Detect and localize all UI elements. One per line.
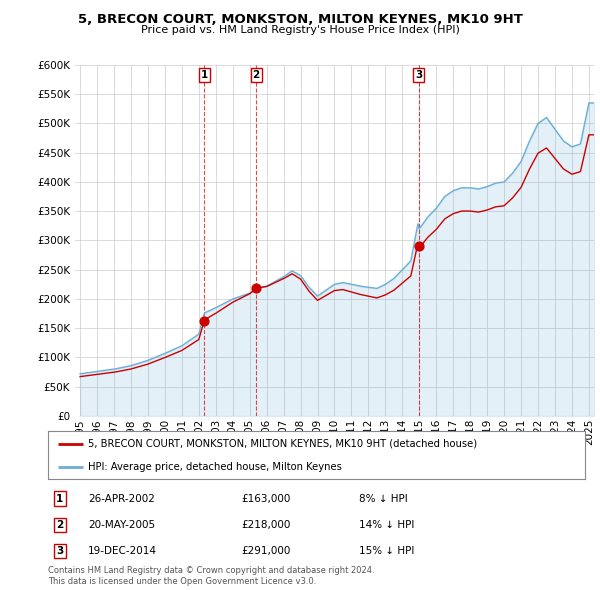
Text: HPI: Average price, detached house, Milton Keynes: HPI: Average price, detached house, Milt… [88,462,342,472]
Text: 2: 2 [253,70,260,80]
Text: £218,000: £218,000 [241,520,290,530]
Point [199,316,209,325]
Text: 1: 1 [56,494,64,503]
Text: £163,000: £163,000 [241,494,290,503]
Text: 5, BRECON COURT, MONKSTON, MILTON KEYNES, MK10 9HT (detached house): 5, BRECON COURT, MONKSTON, MILTON KEYNES… [88,439,478,449]
Text: 8% ↓ HPI: 8% ↓ HPI [359,494,408,503]
Text: 3: 3 [415,70,422,80]
Text: 5, BRECON COURT, MONKSTON, MILTON KEYNES, MK10 9HT: 5, BRECON COURT, MONKSTON, MILTON KEYNES… [77,13,523,26]
Text: Price paid vs. HM Land Registry's House Price Index (HPI): Price paid vs. HM Land Registry's House … [140,25,460,35]
Text: £291,000: £291,000 [241,546,290,556]
Text: 19-DEC-2014: 19-DEC-2014 [88,546,157,556]
Text: This data is licensed under the Open Government Licence v3.0.: This data is licensed under the Open Gov… [48,577,316,586]
Text: 26-APR-2002: 26-APR-2002 [88,494,155,503]
Text: 3: 3 [56,546,64,556]
Text: 14% ↓ HPI: 14% ↓ HPI [359,520,415,530]
Text: 20-MAY-2005: 20-MAY-2005 [88,520,155,530]
Text: Contains HM Land Registry data © Crown copyright and database right 2024.: Contains HM Land Registry data © Crown c… [48,566,374,575]
Text: 15% ↓ HPI: 15% ↓ HPI [359,546,415,556]
Text: 1: 1 [200,70,208,80]
Text: 2: 2 [56,520,64,530]
Point [251,284,261,293]
Point [414,241,424,250]
